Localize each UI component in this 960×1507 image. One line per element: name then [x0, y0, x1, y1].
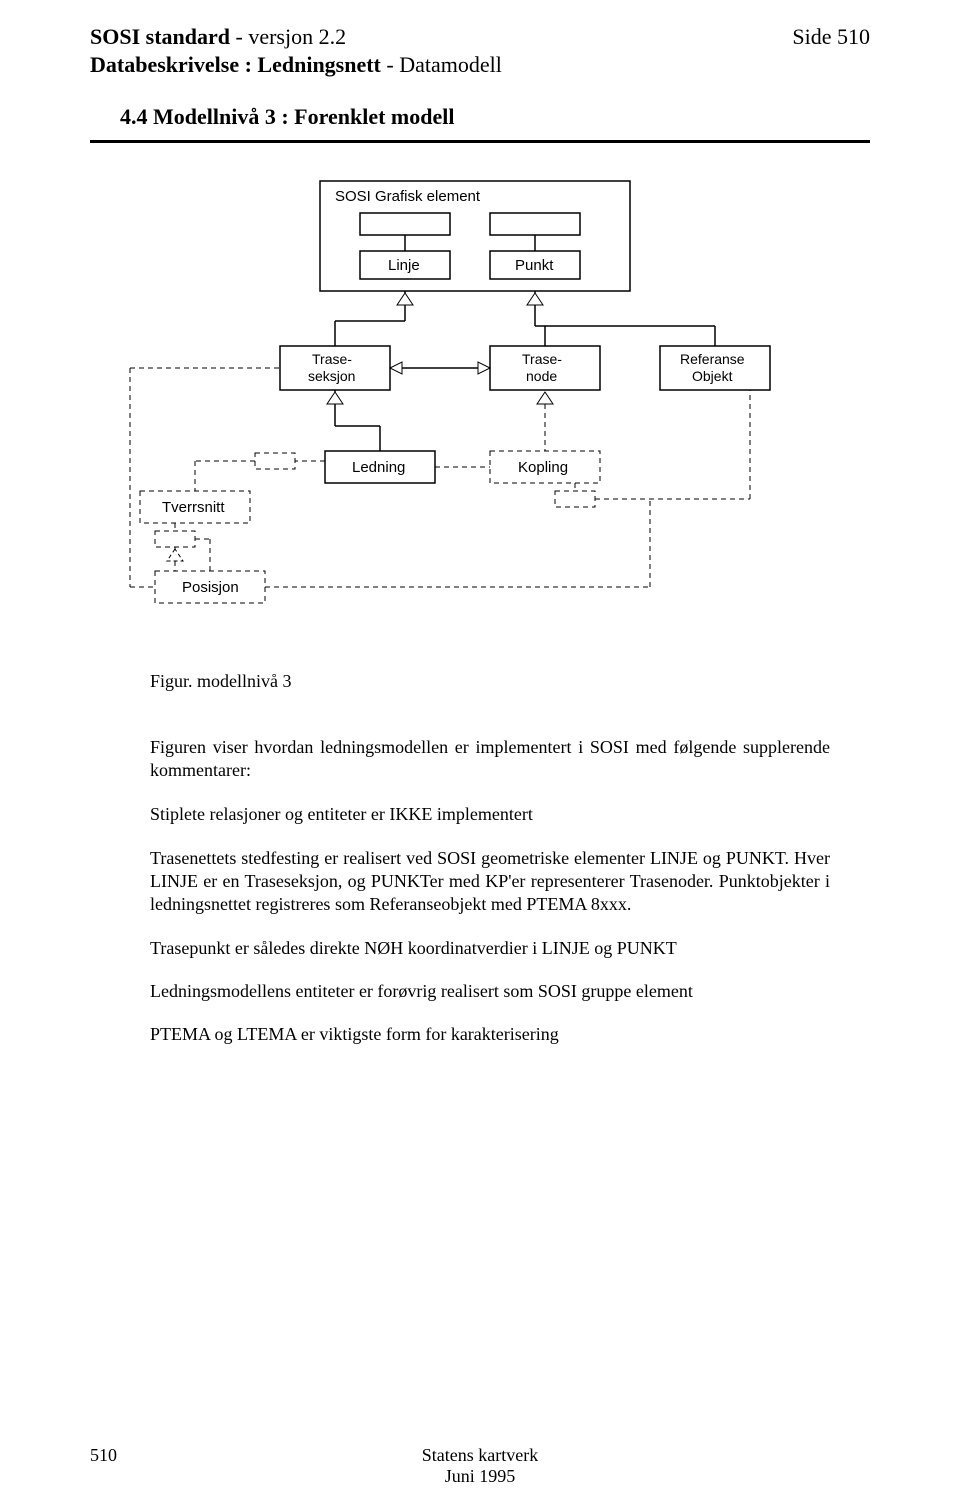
- box-refobj-l2: Objekt: [692, 368, 733, 384]
- diagram-svg: SOSI Grafisk element Linje Punkt Trase- …: [90, 171, 780, 641]
- box-trasenode-l1: Trase-: [522, 351, 562, 367]
- section-heading: 4.4 Modellnivå 3 : Forenklet modell: [120, 104, 870, 130]
- doc-title: SOSI standard: [90, 24, 230, 49]
- paragraph-5: Ledningsmodellens entiteter er forøvrig …: [150, 981, 830, 1002]
- paragraph-2: Stiplete relasjoner og entiteter er IKKE…: [150, 804, 830, 825]
- box-traseseksjon-l1: Trase-: [312, 351, 352, 367]
- box-posisjon-label: Posisjon: [182, 579, 239, 596]
- box-ledning-label: Ledning: [352, 459, 405, 476]
- box-kopling-label: Kopling: [518, 459, 568, 476]
- page-header: SOSI standard - versjon 2.2 Side 510 Dat…: [90, 24, 870, 143]
- paragraph-6: PTEMA og LTEMA er viktigste form for kar…: [150, 1024, 830, 1045]
- paragraph-4: Trasepunkt er således direkte NØH koordi…: [150, 938, 830, 959]
- box-traseseksjon-l2: seksjon: [308, 368, 355, 384]
- footer-page-number: 510: [90, 1445, 117, 1466]
- paragraph-3: Trasenettets stedfesting er realisert ve…: [150, 847, 830, 916]
- figure-caption: Figur. modellnivå 3: [150, 671, 830, 692]
- box-tverrsnitt-label: Tverrsnitt: [162, 499, 225, 516]
- doc-subtitle-line: Databeskrivelse : Ledningsnett - Datamod…: [90, 52, 870, 78]
- footer-org: Statens kartverk: [90, 1445, 870, 1466]
- doc-subtitle-suffix: - Datamodell: [381, 52, 502, 77]
- header-divider: [90, 140, 870, 143]
- footer-date: Juni 1995: [90, 1466, 870, 1487]
- doc-title-line: SOSI standard - versjon 2.2: [90, 24, 870, 50]
- box-container-label: SOSI Grafisk element: [335, 188, 481, 205]
- box-refobj-l1: Referanse: [680, 351, 745, 367]
- page-side-label: Side 510: [792, 24, 870, 50]
- box-linje-label: Linje: [388, 257, 420, 274]
- doc-subtitle: Databeskrivelse : Ledningsnett: [90, 52, 381, 77]
- doc-version: - versjon 2.2: [230, 24, 346, 49]
- box-trasenode-l2: node: [526, 368, 557, 384]
- page-footer: 510 Statens kartverk Juni 1995: [90, 1445, 870, 1487]
- box-punkt-label: Punkt: [515, 257, 554, 274]
- paragraph-1: Figuren viser hvordan ledningsmodellen e…: [150, 736, 830, 782]
- body-text-block: Figur. modellnivå 3 Figuren viser hvorda…: [150, 671, 830, 1045]
- model-diagram: SOSI Grafisk element Linje Punkt Trase- …: [90, 171, 870, 641]
